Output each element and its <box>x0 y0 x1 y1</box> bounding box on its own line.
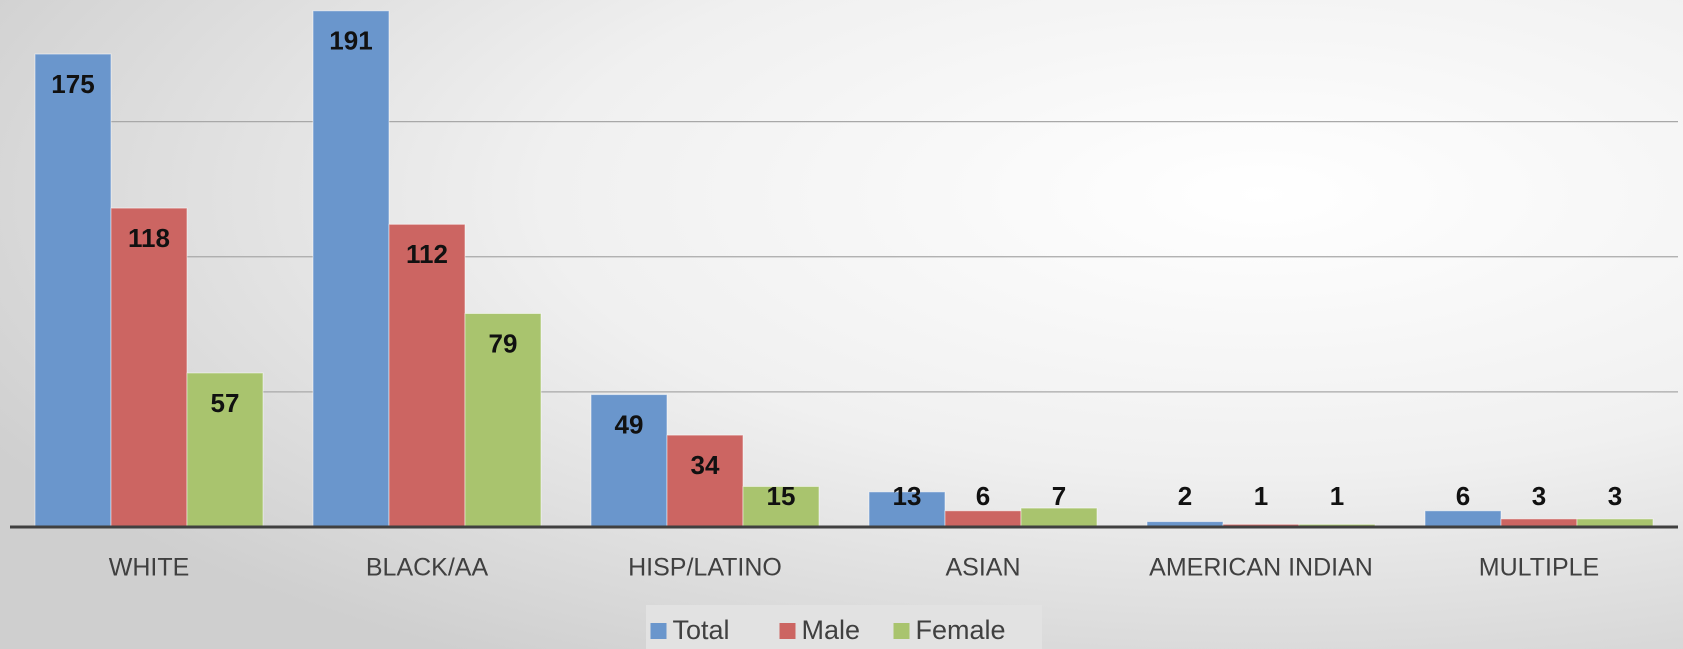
bar <box>666 434 744 528</box>
bar <box>868 491 946 528</box>
x-tick-label: MULTIPLE <box>1479 554 1599 582</box>
legend-swatch <box>650 623 667 639</box>
data-label: 6 <box>976 481 990 511</box>
bar <box>742 485 820 528</box>
data-label: 57 <box>211 388 240 418</box>
data-label: 191 <box>329 26 372 56</box>
bar <box>110 207 188 528</box>
x-tick-label: AMERICAN INDIAN <box>1149 554 1373 582</box>
bar <box>1424 510 1502 528</box>
x-tick-label: WHITE <box>109 554 190 582</box>
legend-swatch <box>779 623 796 639</box>
bar <box>312 10 390 528</box>
legend-label: Male <box>802 615 861 645</box>
data-label: 34 <box>691 450 720 480</box>
x-tick-label: HISP/LATINO <box>628 554 782 582</box>
bar <box>34 53 112 528</box>
data-label: 13 <box>893 481 922 511</box>
legend-box <box>646 605 1042 649</box>
data-label: 3 <box>1608 481 1622 511</box>
data-label: 7 <box>1052 481 1066 511</box>
data-label: 6 <box>1456 481 1470 511</box>
x-tick-label: ASIAN <box>945 554 1020 582</box>
bar <box>464 312 542 528</box>
data-label: 112 <box>406 239 448 269</box>
data-label: 15 <box>767 481 796 511</box>
bar <box>944 510 1022 528</box>
data-label: 3 <box>1532 481 1546 511</box>
data-label: 79 <box>489 328 518 358</box>
data-label: 1 <box>1254 481 1268 511</box>
x-tick-label: BLACK/AA <box>366 554 489 582</box>
bar <box>1020 507 1098 528</box>
legend-label: Female <box>916 615 1006 645</box>
data-label: 2 <box>1178 481 1192 511</box>
data-label: 175 <box>51 69 94 99</box>
data-label: 1 <box>1330 481 1344 511</box>
data-label: 49 <box>615 409 644 439</box>
bar <box>388 223 466 528</box>
data-label: 118 <box>128 223 170 253</box>
legend-label: Total <box>673 615 730 645</box>
legend-swatch <box>893 623 910 639</box>
